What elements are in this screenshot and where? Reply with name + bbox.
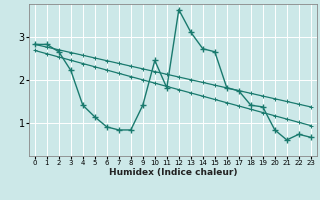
X-axis label: Humidex (Indice chaleur): Humidex (Indice chaleur) bbox=[108, 168, 237, 177]
